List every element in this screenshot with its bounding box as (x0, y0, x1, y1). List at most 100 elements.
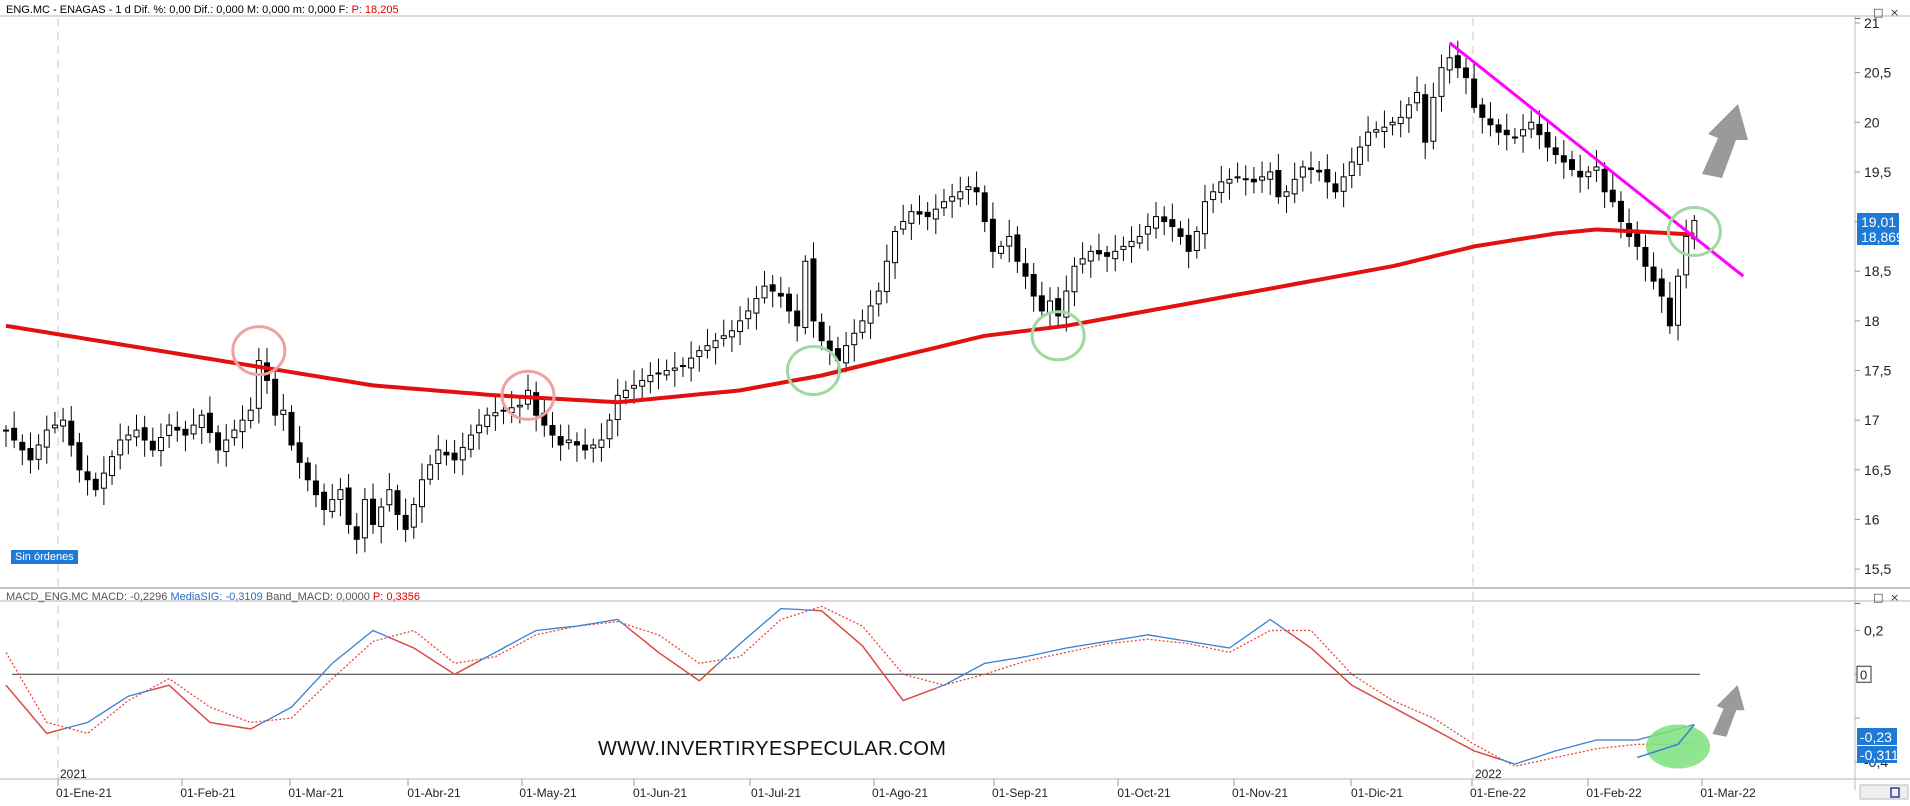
macd-bearish-segment (5, 684, 64, 735)
candle (932, 194, 939, 235)
candle-body (231, 429, 238, 439)
candle (247, 397, 254, 429)
candle-body (728, 330, 735, 338)
candle (76, 432, 83, 483)
candle (166, 413, 173, 449)
signal-line (5, 605, 1695, 767)
y-tick-label: 21 (1864, 15, 1880, 31)
candle (174, 411, 181, 442)
candle (949, 183, 956, 219)
candle-body (280, 409, 287, 415)
scroll-icon[interactable] (1859, 784, 1909, 800)
candle (843, 331, 850, 373)
candle (84, 455, 91, 496)
candle-body (1169, 219, 1176, 228)
dif-label: Dif.: 0,000 (193, 4, 244, 16)
macd-max-icon[interactable]: □ (1873, 591, 1884, 604)
x-tick-label: 01-Feb-22 (1586, 786, 1642, 800)
candle-body (777, 292, 784, 297)
candle (1479, 97, 1486, 134)
candle (1389, 116, 1396, 136)
candle (1193, 226, 1200, 259)
candle (361, 487, 368, 553)
highlight-circle-red (500, 369, 556, 421)
candle (1552, 136, 1559, 164)
candle-body (43, 429, 50, 448)
x-tick-label: 01-Ene-21 (56, 786, 112, 800)
candle-body (410, 504, 417, 528)
candle-body (484, 414, 491, 427)
candle-body (402, 514, 409, 530)
candle-body (1414, 91, 1421, 104)
candle-body (27, 448, 34, 461)
candle (704, 328, 711, 359)
candle (965, 176, 972, 205)
save-icon[interactable] (1890, 787, 1900, 798)
min-icon[interactable]: _ (1855, 6, 1861, 19)
candle (745, 297, 752, 330)
candle-body (109, 456, 116, 476)
candle (647, 362, 654, 394)
macd-min-icon[interactable]: _ (1855, 591, 1861, 604)
orders-status-badge[interactable]: Sin órdenes (11, 550, 78, 564)
candle (1430, 82, 1437, 150)
candle (378, 498, 385, 544)
candle (810, 242, 817, 338)
candle (223, 423, 230, 467)
candle-body (1226, 178, 1233, 184)
candle-body (239, 419, 246, 433)
candle (68, 405, 75, 457)
candle-body (215, 432, 222, 451)
candle-body (100, 472, 107, 489)
candle (1055, 286, 1062, 326)
candle-body (1471, 78, 1478, 108)
candle-body (1634, 233, 1641, 247)
candle-body (1144, 226, 1151, 235)
candle (761, 270, 768, 304)
candle (1536, 110, 1543, 150)
candle-body (1348, 161, 1355, 176)
highlight-circle-red (231, 325, 287, 377)
candle-body (1218, 181, 1225, 193)
macd-bearish-segment (813, 609, 937, 702)
y-tick-label: 20,5 (1864, 65, 1891, 81)
candle-body (753, 298, 760, 314)
candle (900, 204, 907, 235)
candle-body (476, 424, 483, 434)
candle-body (1658, 278, 1665, 297)
macd-close-icon[interactable]: × (1890, 591, 1900, 604)
max-icon[interactable]: □ (1873, 6, 1884, 19)
x-tick-label: 01-Feb-21 (180, 786, 236, 800)
candle (663, 359, 670, 381)
candle-body (1569, 159, 1575, 170)
candle-body (1120, 245, 1127, 250)
x-tick-label: 01-May-21 (519, 786, 577, 800)
candle-body (883, 260, 890, 293)
candle (1120, 236, 1127, 262)
candle-body (1095, 250, 1102, 255)
candle-body (1593, 166, 1600, 171)
candle (1128, 226, 1135, 263)
resistance-trendline[interactable] (1448, 41, 1745, 278)
candle (631, 370, 638, 404)
candle (737, 306, 744, 346)
candle-body (1006, 235, 1013, 247)
candle (883, 244, 890, 304)
candle (598, 423, 605, 462)
close-icon[interactable]: × (1890, 6, 1900, 19)
candle-body (671, 367, 678, 371)
sma-line (5, 227, 1695, 405)
max-label: M: 0,000 (246, 4, 290, 16)
candle (1022, 247, 1029, 289)
candle (484, 407, 491, 435)
candle-body (761, 285, 768, 299)
candle (924, 202, 931, 231)
candle-body (190, 424, 197, 435)
candle (1438, 54, 1445, 112)
candle-body (590, 444, 597, 449)
candle-body (1650, 266, 1657, 282)
candle-body (818, 321, 825, 342)
zero-label: 0 (1860, 667, 1867, 682)
candle (1169, 203, 1176, 242)
